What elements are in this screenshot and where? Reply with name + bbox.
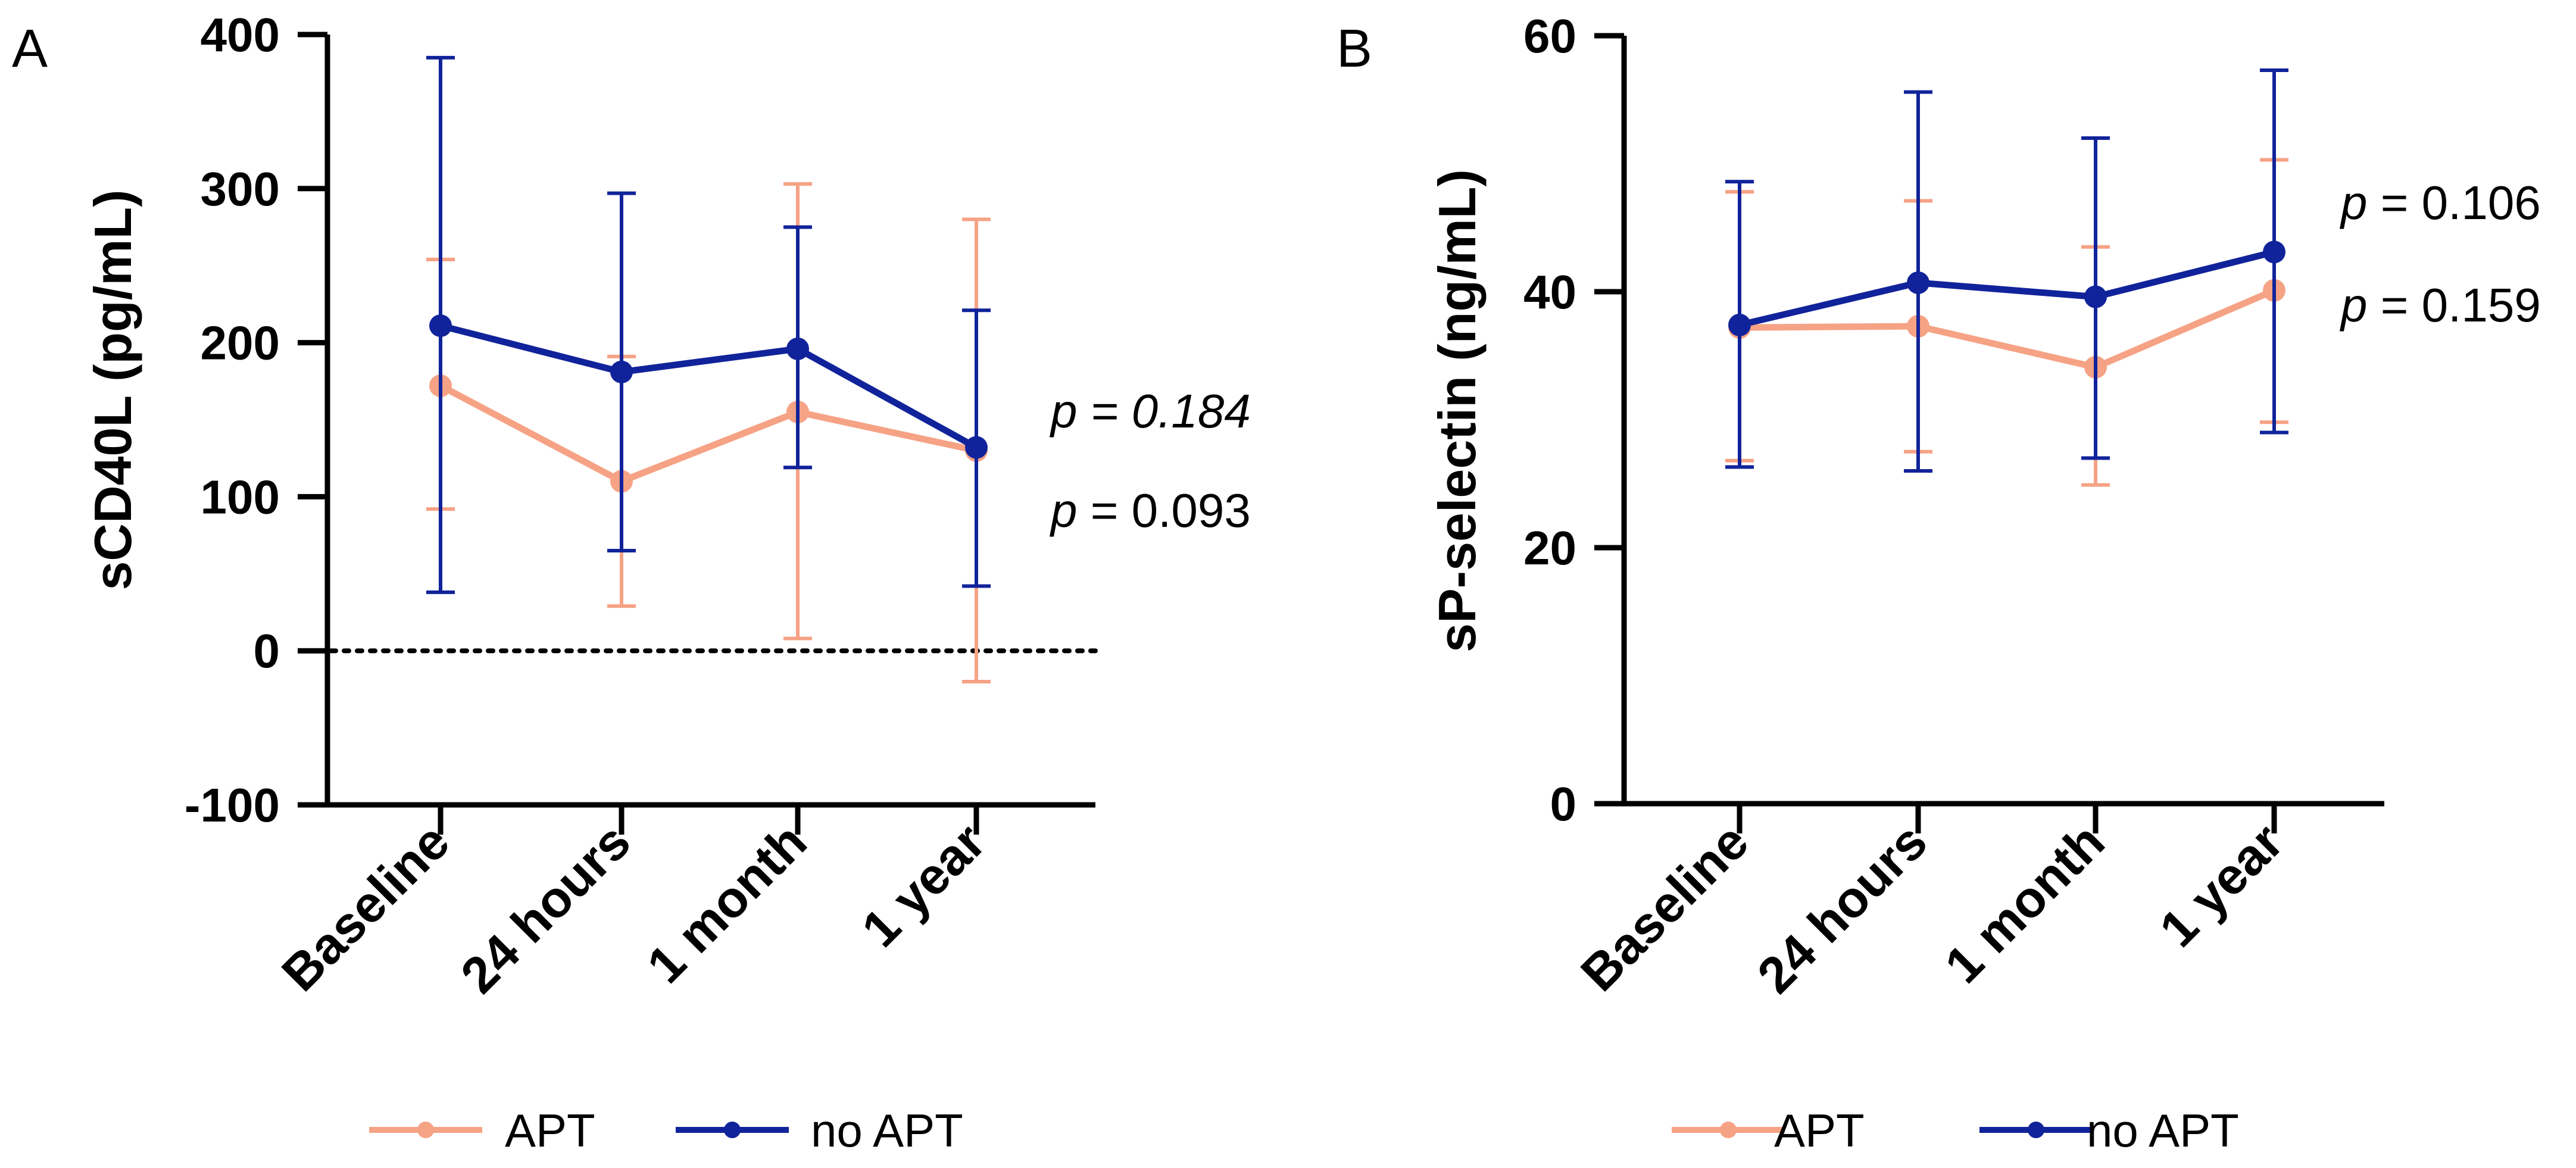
data-point <box>2084 285 2107 308</box>
panel-a-pvalue-1: p = 0.184 <box>1050 385 1251 438</box>
panel-a-series-apt <box>426 182 991 683</box>
panel-b-plot <box>1725 68 2288 487</box>
series-line <box>439 322 978 451</box>
legend-marker-no-apt <box>724 1122 741 1138</box>
legend-marker-no-apt <box>2028 1122 2044 1138</box>
panel-a-legend-no-apt: no APT <box>676 1104 963 1157</box>
legend-label-no-apt: no APT <box>2087 1104 2239 1157</box>
panel-a-letter: A <box>12 19 48 79</box>
series-line <box>1739 287 2276 371</box>
panel-b-series-apt <box>1725 158 2288 487</box>
legend-label-apt: APT <box>1774 1104 1865 1157</box>
panel-b-legend: APT no APT <box>1672 1104 2239 1157</box>
data-point <box>1907 271 1929 294</box>
panel-b-pvalue-2: p = 0.159 <box>2340 279 2541 332</box>
panel-a-pvalue-1-value: = 0.184 <box>1078 385 1251 438</box>
panel-a-ylabel: sCD40L (pg/mL) <box>83 189 142 590</box>
panel-b-ytick-label: 40 <box>1523 266 1576 318</box>
data-point <box>965 436 988 459</box>
panel-a-pvalue-2-value: = 0.093 <box>1078 484 1251 537</box>
panel-a-xtick-label: 1 year <box>851 813 997 958</box>
panel-a-pvalue-2-symbol: p <box>1050 484 1078 537</box>
series-line <box>439 383 978 485</box>
panel-b-pvalue-2-value: = 0.159 <box>2368 279 2541 332</box>
panel-b-legend-no-apt: no APT <box>1979 1104 2239 1157</box>
panel-a-xtick-label: Baseline <box>271 813 460 1003</box>
panel-b-xtick-label: 24 hours <box>1747 813 1938 1004</box>
data-point <box>429 314 452 338</box>
panel-b-pvalue-2-symbol: p <box>2340 279 2368 332</box>
panel-b-ytick-label: 0 <box>1550 777 1577 830</box>
panel-a: A sCD40L (pg/mL) -100 0 100 200 300 400 Basel… <box>12 8 1251 1157</box>
data-point <box>786 337 809 360</box>
panel-b-ytick-label: 60 <box>1523 10 1576 63</box>
panel-b-annotations: p = 0.106 p = 0.159 <box>2340 176 2541 332</box>
panel-b-xtick-label: 1 month <box>1934 813 2115 994</box>
legend-label-apt: APT <box>505 1104 595 1157</box>
data-point <box>1728 313 1751 336</box>
panel-a-pvalue-1-symbol: p <box>1050 385 1078 438</box>
legend-marker-apt <box>1720 1122 1737 1138</box>
panel-a-ytick-label: 0 <box>254 624 280 677</box>
panel-b-ylabel: sP-selectin (ng/mL) <box>1428 169 1487 652</box>
panel-a-ytick-label: 300 <box>201 163 280 216</box>
panel-a-ytick-label: -100 <box>185 779 280 832</box>
panel-a-pvalue-2: p = 0.093 <box>1050 484 1251 537</box>
panel-b-pvalue-1-symbol: p <box>2340 176 2368 229</box>
panel-b-pvalue-1-value: = 0.106 <box>2368 176 2541 229</box>
panel-b-pvalue-1: p = 0.106 <box>2340 176 2541 229</box>
series-line <box>1738 249 2275 329</box>
panel-a-yaxis: -100 0 100 200 300 400 <box>185 8 330 832</box>
panel-a-ytick-label: 100 <box>201 470 280 523</box>
legend-marker-apt <box>417 1122 434 1138</box>
panel-a-ytick-label: 400 <box>201 8 280 61</box>
legend-label-no-apt: no APT <box>811 1104 963 1157</box>
panel-a-legend: APT no APT <box>369 1104 963 1157</box>
data-point <box>2263 241 2285 264</box>
panel-a-annotations: p = 0.184 p = 0.093 <box>1050 385 1251 537</box>
panel-b-letter: B <box>1337 19 1372 79</box>
panel-b-legend-apt: APT <box>1672 1104 1865 1157</box>
panel-b-yaxis: 0 20 40 60 <box>1523 10 1627 830</box>
panel-a-xtick-label: 24 hours <box>450 813 641 1004</box>
panel-b-ytick-label: 20 <box>1523 521 1576 574</box>
panel-b-xtick-label: 1 year <box>2149 813 2294 958</box>
data-point <box>610 360 633 383</box>
panel-b: B sP-selectin (ng/mL) 0 20 40 60 Baseline24… <box>1337 10 2541 1157</box>
panel-b-xtick-label: Baseline <box>1570 813 1759 1003</box>
panel-a-legend-apt: APT <box>369 1104 595 1157</box>
panel-a-ytick-label: 200 <box>201 317 280 370</box>
panel-a-series-no-apt <box>426 55 991 594</box>
panel-a-plot <box>329 55 1098 683</box>
panel-a-xtick-label: 1 month <box>636 813 817 994</box>
panel-b-series-no-apt <box>1725 68 2288 473</box>
